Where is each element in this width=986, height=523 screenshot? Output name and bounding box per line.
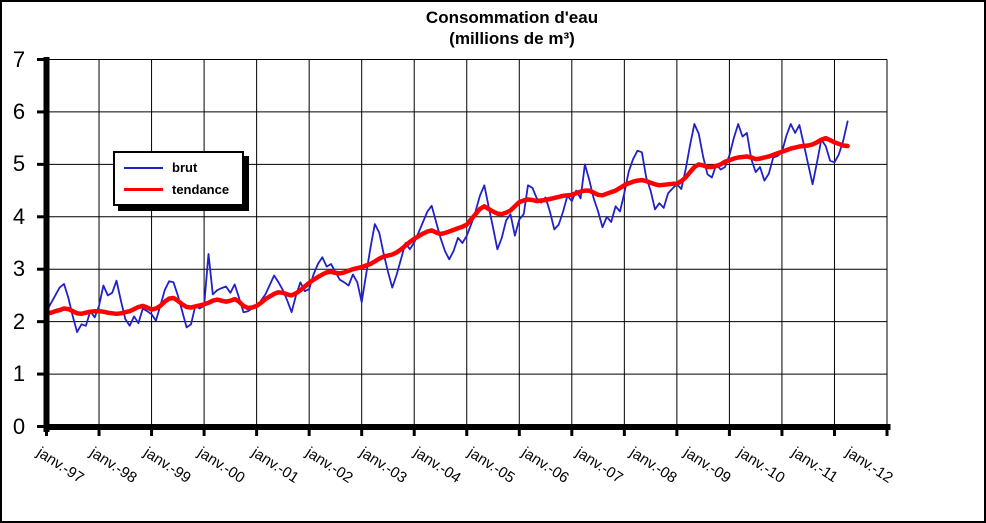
x-tick xyxy=(465,429,469,436)
x-tick xyxy=(622,429,626,436)
x-tick xyxy=(45,429,48,436)
legend-item-brut: brut xyxy=(115,160,242,175)
tendance-line-sample xyxy=(124,187,163,192)
y-tick xyxy=(37,162,44,166)
x-tick xyxy=(885,429,889,436)
y-axis-label: 6 xyxy=(12,98,26,124)
chart-title: Consommation d'eau (millions de m³) xyxy=(426,7,598,50)
x-tick xyxy=(517,429,521,436)
x-tick xyxy=(570,429,574,436)
x-tick xyxy=(150,429,154,436)
y-tick xyxy=(37,215,44,219)
legend-label-brut: brut xyxy=(172,160,198,175)
x-tick xyxy=(832,429,836,436)
x-tick xyxy=(780,429,784,436)
x-tick xyxy=(307,429,311,436)
x-tick xyxy=(97,429,101,436)
y-axis-label: 7 xyxy=(12,46,26,72)
y-tick xyxy=(37,425,44,428)
y-axis-label: 3 xyxy=(12,256,26,282)
y-axis-label: 2 xyxy=(12,308,26,334)
y-tick xyxy=(37,58,44,61)
x-tick xyxy=(255,429,259,436)
x-tick xyxy=(202,429,206,436)
y-axis-label: 0 xyxy=(12,413,26,439)
brut-line-sample xyxy=(124,166,163,169)
x-tick xyxy=(360,429,364,436)
y-tick xyxy=(37,320,44,324)
chart-title-line2: (millions de m³) xyxy=(449,29,575,49)
y-axis-label: 4 xyxy=(12,203,26,229)
y-axis-bar xyxy=(43,57,50,432)
y-tick xyxy=(37,372,44,376)
tendance-line xyxy=(44,135,850,317)
x-axis-bar xyxy=(43,424,891,430)
legend-item-tendance: tendance xyxy=(115,182,242,197)
y-tick xyxy=(37,110,44,114)
chart-title-line1: Consommation d'eau xyxy=(425,8,599,27)
y-axis-label: 5 xyxy=(12,151,26,177)
legend-label-tendance: tendance xyxy=(172,182,230,197)
y-axis-label: 1 xyxy=(12,361,26,387)
x-tick xyxy=(727,429,731,436)
x-tick xyxy=(412,429,416,436)
y-tick xyxy=(37,267,44,271)
legend-box: brut tendance xyxy=(113,151,244,206)
x-tick xyxy=(675,429,679,436)
